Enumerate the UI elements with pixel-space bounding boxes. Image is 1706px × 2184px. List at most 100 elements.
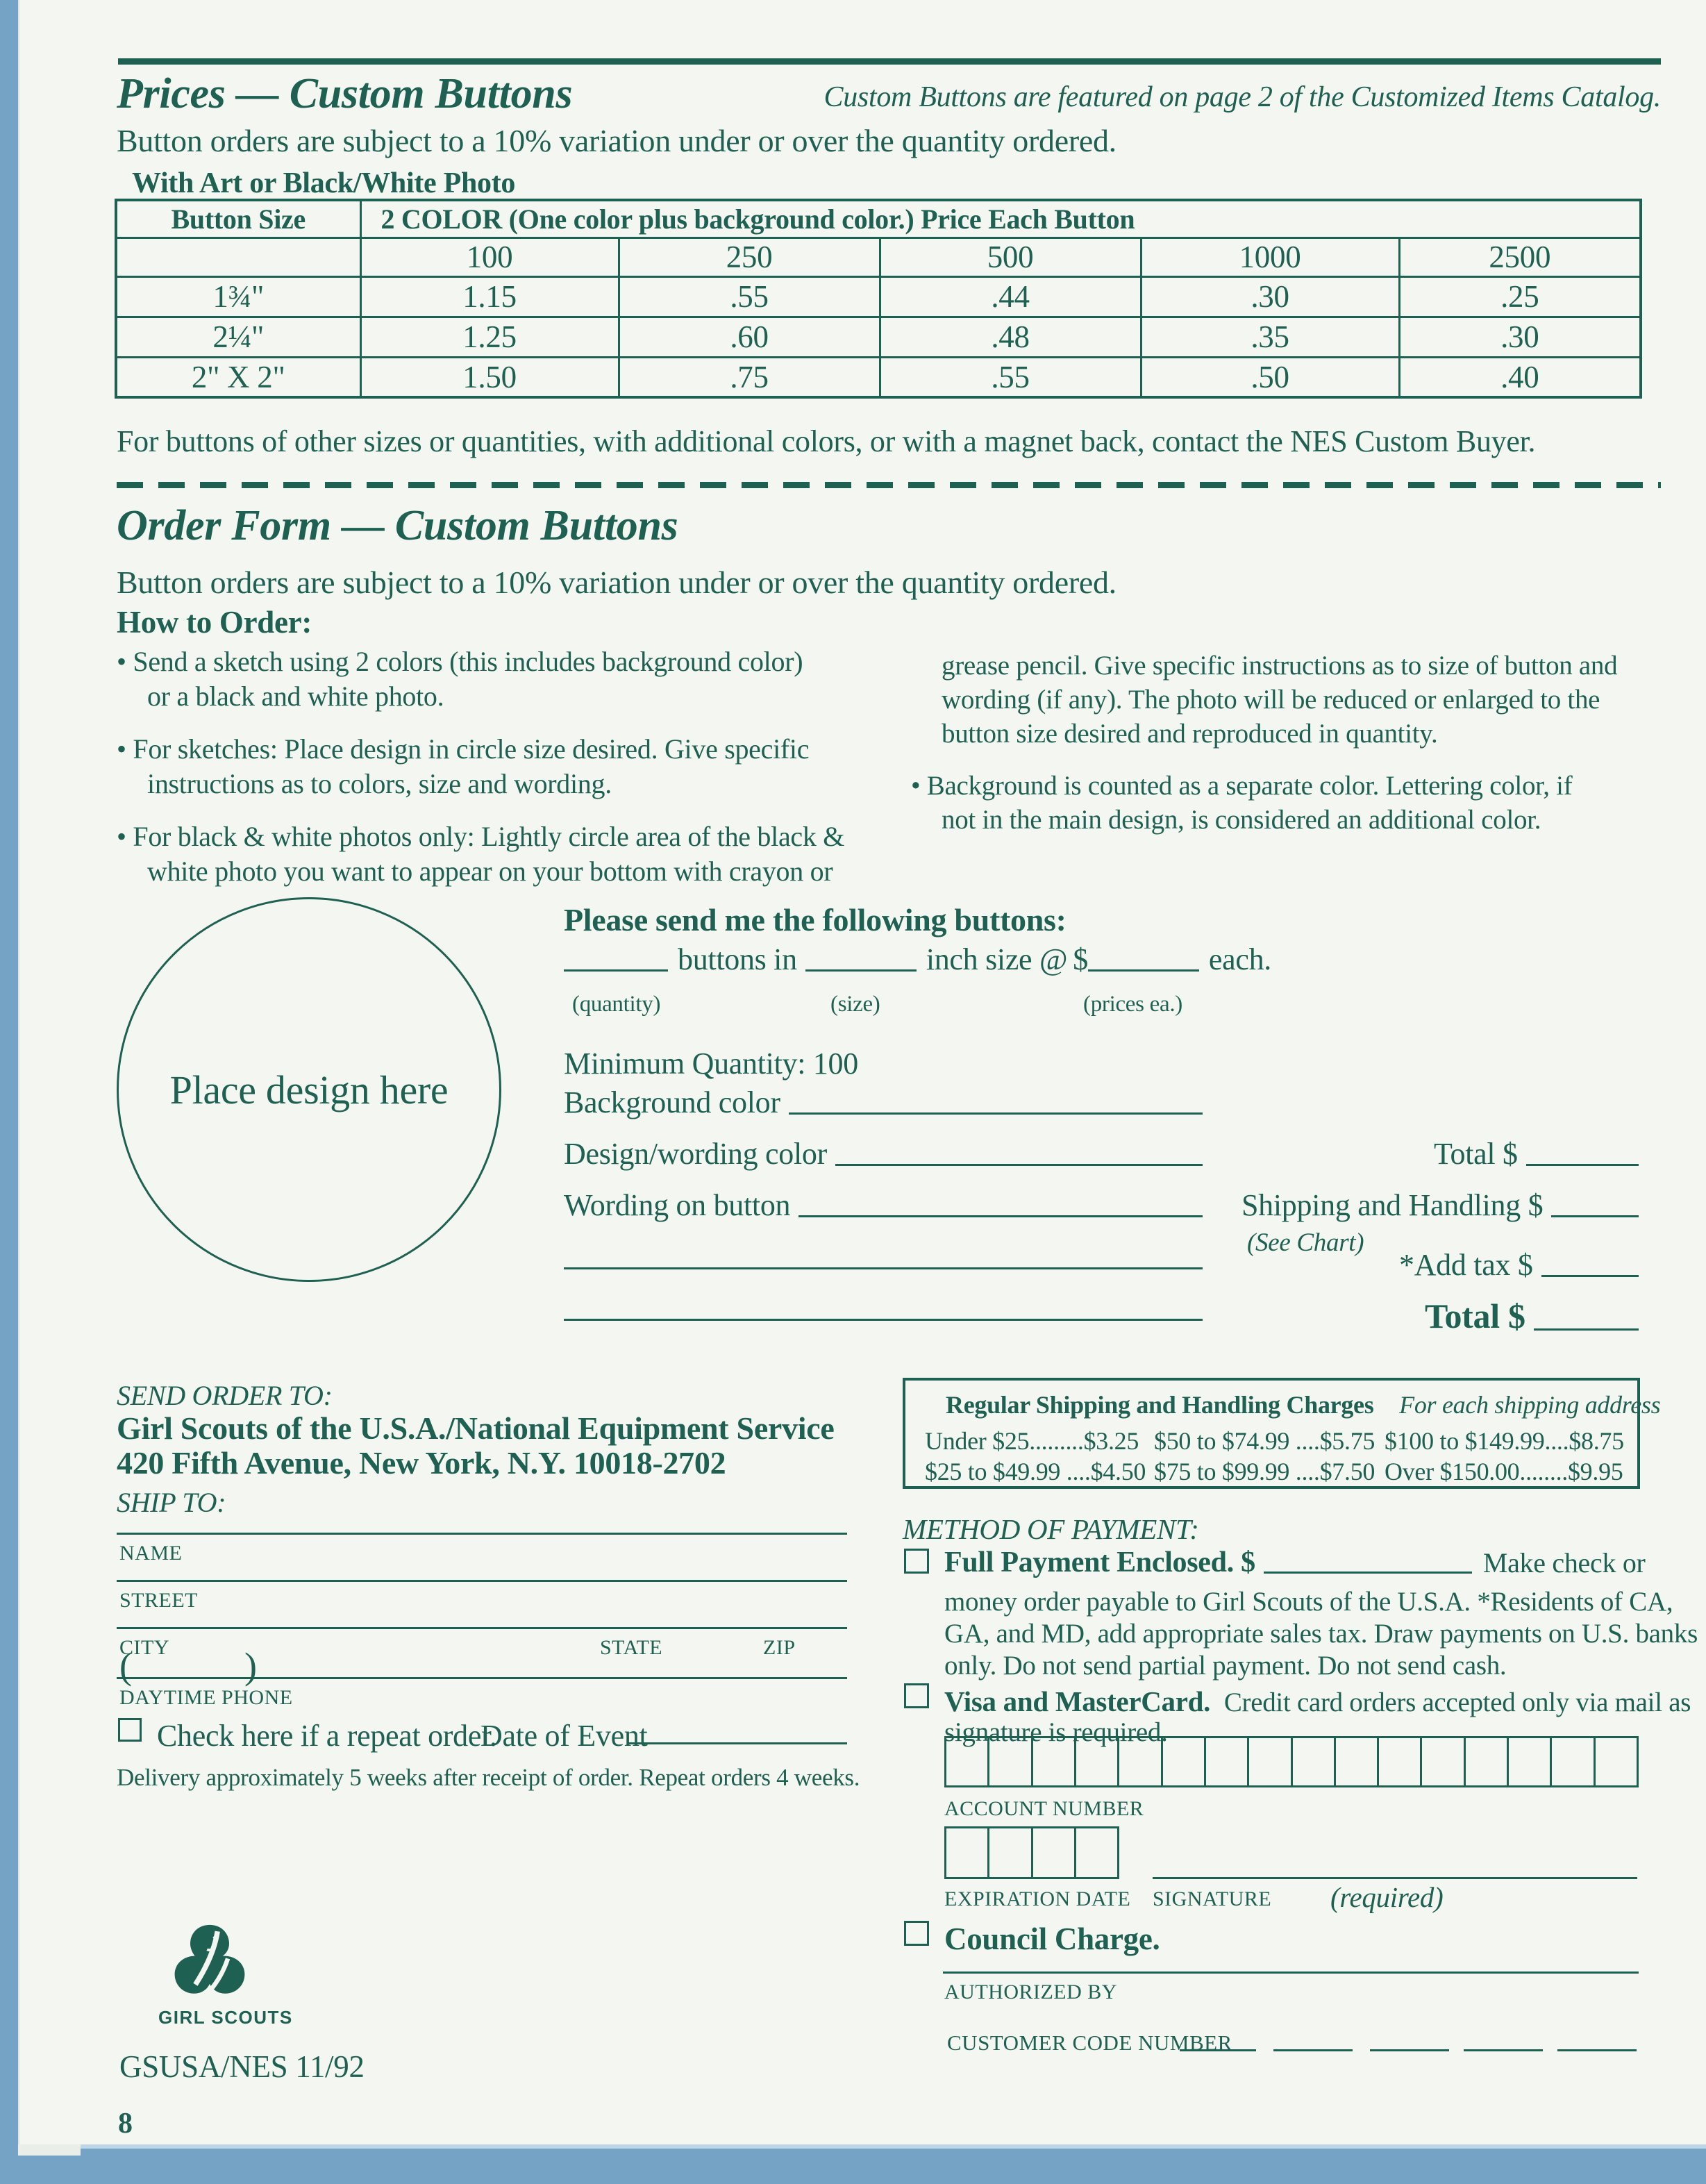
page-number: 8: [118, 2108, 133, 2140]
minimum-quantity-note: Minimum Quantity: 100: [564, 1047, 858, 1081]
add-tax-field[interactable]: [1541, 1275, 1639, 1277]
wording-row: Wording on button: [564, 1187, 1203, 1223]
account-number-cell[interactable]: [1206, 1738, 1250, 1785]
shipping-chart-title: Regular Shipping and Handling Charges: [946, 1391, 1374, 1419]
account-number-cell[interactable]: [1119, 1738, 1163, 1785]
background-color-field[interactable]: [788, 1112, 1203, 1115]
shipping-chart-box: Regular Shipping and Handling Charges Fo…: [903, 1378, 1661, 1489]
account-number-cell[interactable]: [1552, 1738, 1596, 1785]
price-cell: 1.15: [359, 275, 620, 318]
expiration-date-label: EXPIRATION DATE: [944, 1887, 1131, 1910]
price-each-field[interactable]: [1087, 969, 1199, 972]
wording-extra-field-2[interactable]: [564, 1301, 1203, 1321]
wording-extra-field-1[interactable]: [564, 1250, 1203, 1269]
customer-code-field-5[interactable]: [1557, 2033, 1637, 2051]
design-placement-circle[interactable]: Place design here: [117, 897, 501, 1282]
see-chart-note: (See Chart): [1247, 1228, 1364, 1257]
request-fill-line: buttons in inch size @ $ each.: [564, 942, 1341, 977]
account-number-cell[interactable]: [1379, 1738, 1423, 1785]
account-number-cell[interactable]: [1422, 1738, 1466, 1785]
state-label: STATE: [600, 1636, 663, 1659]
customer-code-field-4[interactable]: [1464, 2033, 1543, 2051]
inch-size-text: inch size @: [926, 942, 1068, 976]
account-number-cell[interactable]: [1509, 1738, 1553, 1785]
name-field[interactable]: [117, 1512, 847, 1535]
total-field[interactable]: [1525, 1164, 1639, 1166]
shipping-row: Shipping and Handling $: [1241, 1187, 1639, 1223]
account-number-cell[interactable]: [1336, 1738, 1380, 1785]
account-number-cell[interactable]: [1249, 1738, 1293, 1785]
wording-field[interactable]: [798, 1215, 1203, 1217]
expiration-cell[interactable]: [1033, 1828, 1076, 1877]
customer-code-field-1[interactable]: [1180, 2033, 1256, 2051]
size-field[interactable]: [805, 969, 917, 972]
city-state-zip-field[interactable]: [117, 1607, 847, 1629]
zip-label: ZIP: [763, 1636, 796, 1659]
instruction-bullet: • For sketches: Place design in circle s…: [117, 733, 810, 799]
variation-note-prices: Button orders are subject to a 10% varia…: [117, 123, 1117, 158]
design-color-field[interactable]: [835, 1164, 1203, 1166]
table-row: 1¾" 1.15 .55 .44 .30 .25: [115, 275, 1642, 318]
price-cell: .30: [1139, 275, 1400, 318]
repeat-order-label: Check here if a repeat order.: [157, 1719, 497, 1753]
make-check-text: Make check or: [1482, 1547, 1646, 1578]
full-payment-body: money order payable to Girl Scouts of th…: [944, 1587, 1698, 1681]
account-number-cell[interactable]: [1076, 1738, 1120, 1785]
shipping-field[interactable]: [1551, 1215, 1639, 1217]
rate-100-149: $100 to $149.99....$8.75: [1385, 1427, 1624, 1455]
street-field[interactable]: [117, 1560, 847, 1582]
signature-field[interactable]: [1153, 1858, 1637, 1879]
full-payment-checkbox[interactable]: [904, 1549, 929, 1574]
account-number-cell[interactable]: [1596, 1738, 1637, 1785]
repeat-order-checkbox[interactable]: [118, 1718, 142, 1742]
authorized-by-field[interactable]: [943, 1950, 1639, 1974]
council-charge-checkbox[interactable]: [904, 1921, 929, 1946]
background-color-label: Background color: [564, 1085, 780, 1119]
account-number-cell[interactable]: [989, 1738, 1033, 1785]
grand-total-field[interactable]: [1533, 1328, 1639, 1331]
instruction-bullet: • For black & white photos only: Lightly…: [117, 821, 845, 887]
authorized-by-label: AUTHORIZED BY: [944, 1981, 1117, 2003]
visa-mastercard-checkbox[interactable]: [904, 1683, 929, 1708]
account-number-cell[interactable]: [1163, 1738, 1206, 1785]
wording-label: Wording on button: [564, 1188, 791, 1222]
full-payment-label: Full Payment Enclosed. $: [944, 1547, 1255, 1578]
phone-field[interactable]: [117, 1657, 847, 1679]
prices-caption: (prices ea.): [1083, 992, 1182, 1017]
price-table-size-header: Button Size: [115, 199, 362, 239]
quantity-header: 2500: [1398, 236, 1642, 278]
account-number-cell[interactable]: [1466, 1738, 1510, 1785]
rate-75-99: $75 to $99.99 ....$7.50: [1154, 1458, 1375, 1485]
quantity-field[interactable]: [564, 969, 668, 972]
expiration-cell[interactable]: [946, 1828, 990, 1877]
shipping-chart-subtitle: For each shipping address: [1399, 1391, 1661, 1419]
full-payment-amount-field[interactable]: [1263, 1572, 1472, 1574]
expiration-cell[interactable]: [1076, 1828, 1117, 1877]
account-number-cell[interactable]: [946, 1738, 990, 1785]
table-row: 2" X 2" 1.50 .75 .55 .50 .40: [115, 356, 1642, 399]
contact-note: For buttons of other sizes or quantities…: [117, 424, 1536, 458]
account-number-cell[interactable]: [1033, 1738, 1076, 1785]
council-charge-label: Council Charge.: [944, 1922, 1160, 1956]
quantity-header: 250: [617, 236, 881, 278]
total-row: Total $: [1434, 1136, 1639, 1172]
customer-code-field-3[interactable]: [1370, 2033, 1449, 2051]
account-number-cell[interactable]: [1293, 1738, 1336, 1785]
grand-total-row: Total $: [1425, 1296, 1639, 1336]
form-code: GSUSA/NES 11/92: [119, 2049, 365, 2084]
expiration-cell[interactable]: [989, 1828, 1033, 1877]
payment-heading: METHOD OF PAYMENT:: [903, 1513, 1199, 1545]
visa-line2: signature is required.: [944, 1717, 1168, 1747]
how-to-order-heading: How to Order:: [117, 605, 312, 640]
date-of-event-field[interactable]: [628, 1721, 847, 1744]
paper-corner-edge: [18, 2144, 81, 2156]
quantity-header: 100: [359, 236, 620, 278]
visa-text: Credit card orders accepted only via mai…: [1223, 1687, 1691, 1717]
full-payment-row: Full Payment Enclosed. $ Make check or: [944, 1546, 1646, 1579]
price-cell: .60: [617, 315, 881, 358]
girl-scouts-trefoil-icon: [174, 1924, 245, 1994]
customer-code-field-2[interactable]: [1273, 2033, 1353, 2051]
add-tax-row: *Add tax $: [1399, 1247, 1639, 1283]
how-to-order-right-column: grease pencil. Give specific instruction…: [911, 649, 1675, 855]
dashed-separator: [117, 482, 1661, 488]
